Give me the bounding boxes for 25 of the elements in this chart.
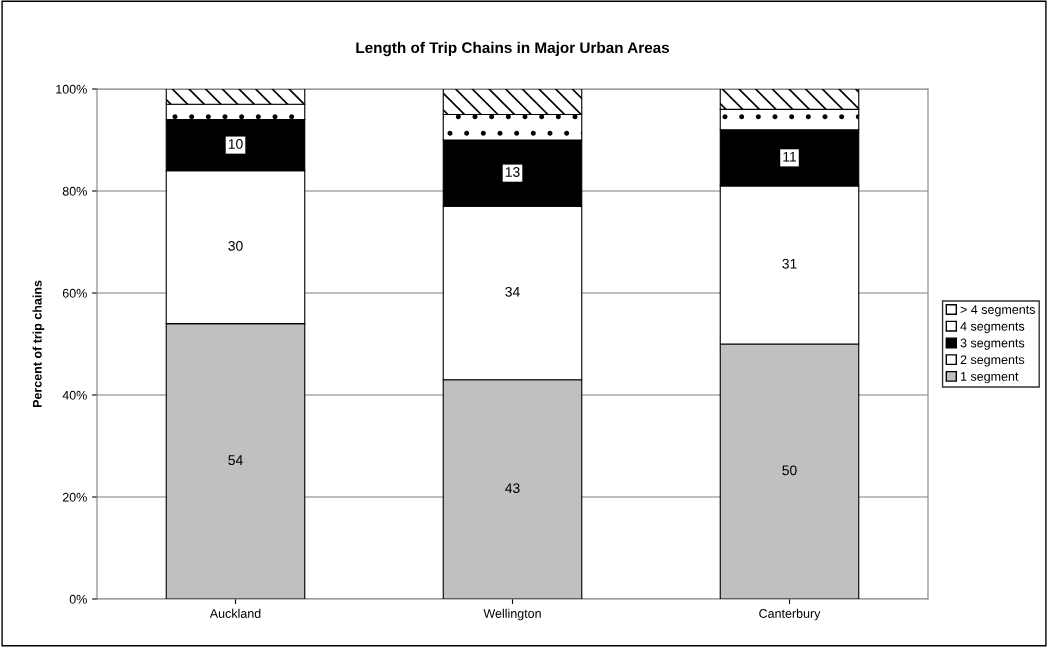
data-label: 13 <box>505 167 520 177</box>
data-label: 34 <box>505 286 520 297</box>
data-label: 10 <box>228 138 243 149</box>
y-tick-label: 80% <box>62 186 87 196</box>
y-tick-label: 40% <box>62 390 87 400</box>
legend-label: 1 segment <box>961 372 1019 384</box>
legend-label: 4 segments <box>960 321 1025 334</box>
legend-label: 2 segments <box>960 355 1025 367</box>
data-label: 54 <box>228 455 243 466</box>
legend-label: > 4 segments <box>960 305 1035 317</box>
chart-title: Length of Trip Chains in Major Urban Areas <box>356 41 670 57</box>
y-tick-label: 20% <box>62 492 87 502</box>
data-label: 50 <box>782 465 797 476</box>
data-label: 43 <box>505 483 520 494</box>
y-tick-label: 60% <box>62 288 87 298</box>
data-label: 11 <box>783 151 797 162</box>
legend-label: 3 segments <box>960 338 1025 350</box>
y-tick-label: 0% <box>69 594 87 604</box>
x-tick-label: Auckland <box>209 608 261 618</box>
x-tick-label: Canterbury <box>759 608 821 621</box>
x-tick-label: Wellington <box>483 608 541 621</box>
data-label: 31 <box>782 258 797 269</box>
y-axis-title: Percent of trip chains <box>32 280 45 408</box>
y-tick-label: 100% <box>56 84 87 94</box>
data-label: 30 <box>228 240 243 251</box>
